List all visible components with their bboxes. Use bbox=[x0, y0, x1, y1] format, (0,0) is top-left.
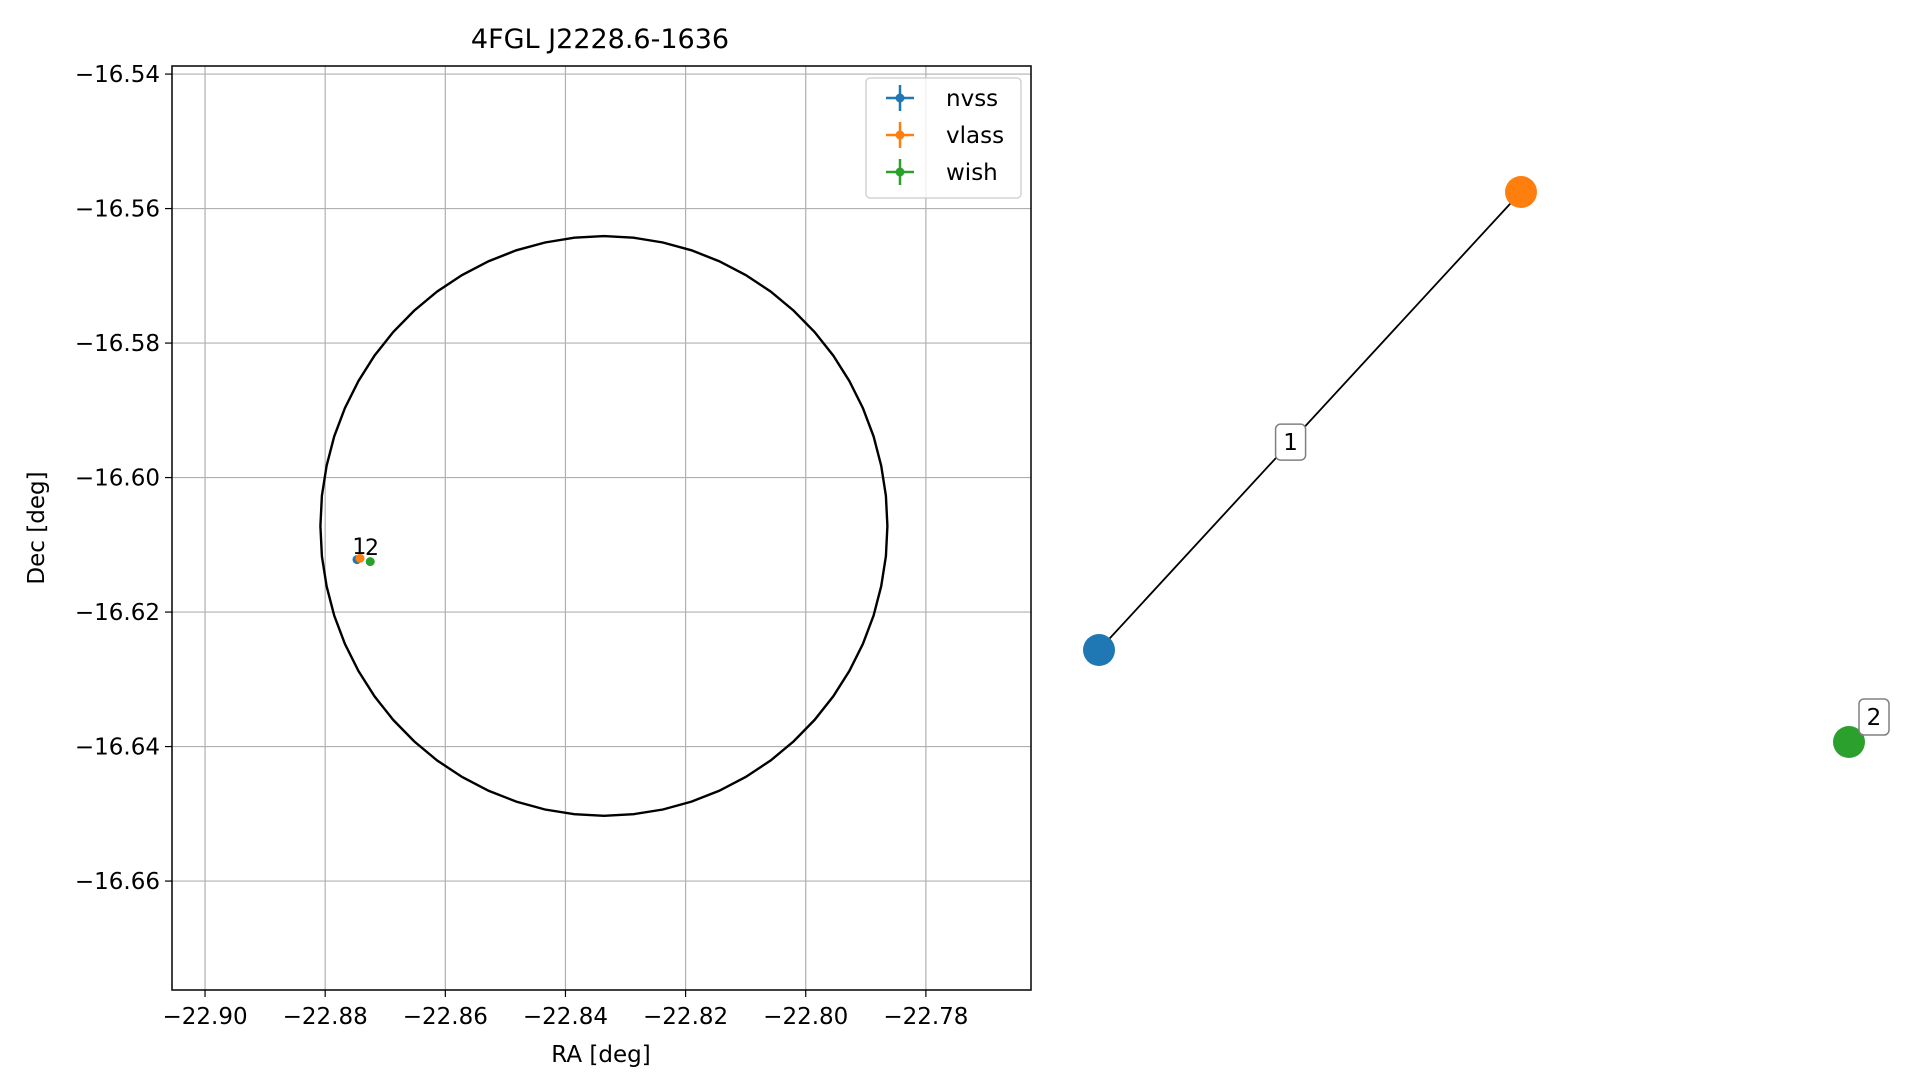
y-tick-label: −16.66 bbox=[75, 869, 160, 895]
y-axis-label: Dec [deg] bbox=[24, 471, 50, 584]
network-nodes bbox=[1083, 176, 1865, 758]
legend-item-nvss: nvss bbox=[886, 85, 998, 112]
y-tick-label: −16.54 bbox=[75, 62, 160, 88]
legend-marker-dot bbox=[895, 130, 905, 140]
x-tick-label: −22.90 bbox=[162, 1004, 247, 1030]
point-annotations: 12 bbox=[352, 535, 379, 561]
x-axis-label: RA [deg] bbox=[551, 1042, 650, 1068]
y-tick-label: −16.64 bbox=[75, 735, 160, 761]
network-edge-nvss-vlass bbox=[1098, 191, 1522, 651]
x-axis-ticks: −22.90 −22.88 −22.86 −22.84 −22.82 −22.80 −22.… bbox=[162, 990, 968, 1030]
x-tick-label: −22.82 bbox=[643, 1004, 728, 1030]
y-tick-label: −16.56 bbox=[75, 197, 160, 223]
network-edges bbox=[1098, 191, 1522, 651]
legend-box bbox=[865, 77, 1022, 199]
legend-marker-dot bbox=[895, 93, 905, 103]
legend-marker-dot bbox=[895, 167, 905, 177]
scatter-panel: 4FGL J2228.6-1636 12 −22.90 −22.88 −22.86−… bbox=[24, 24, 1032, 1068]
data-points bbox=[352, 553, 375, 567]
x-tick-label: −22.78 bbox=[883, 1004, 968, 1030]
point-wish bbox=[365, 557, 375, 567]
point-annotation: 2 bbox=[365, 536, 379, 561]
y-axis-ticks: −16.54 −16.56 −16.58 −16.60 −16.62 −16.64 −16.… bbox=[75, 62, 172, 895]
edge-label-box bbox=[1274, 423, 1307, 461]
legend-label: vlass bbox=[946, 123, 1004, 149]
grid-lines bbox=[172, 66, 1031, 990]
node-label: 2 bbox=[1867, 705, 1882, 731]
localization-ellipse bbox=[319, 234, 889, 818]
x-tick-label: −22.80 bbox=[763, 1004, 848, 1030]
localization-ellipse-path bbox=[319, 234, 889, 818]
x-tick-label: −22.86 bbox=[403, 1004, 488, 1030]
network-node-wish bbox=[1833, 726, 1865, 758]
legend-label: nvss bbox=[946, 86, 998, 112]
y-tick-label: −16.62 bbox=[75, 600, 160, 626]
point-annotation: 1 bbox=[352, 535, 366, 560]
chart-title: 4FGL J2228.6-1636 bbox=[471, 24, 729, 55]
edge-label: 1 bbox=[1283, 430, 1298, 456]
network-labels: 12 bbox=[1274, 423, 1890, 736]
point-vlass bbox=[355, 553, 365, 563]
x-tick-label: −22.88 bbox=[283, 1004, 368, 1030]
x-tick-label: −22.84 bbox=[523, 1004, 608, 1030]
legend-label: wish bbox=[946, 160, 998, 186]
legend: nvss vlass wish bbox=[865, 77, 1022, 199]
legend-item-vlass: vlass bbox=[886, 122, 1004, 149]
axes-frame bbox=[171, 65, 1032, 991]
network-node-nvss bbox=[1083, 634, 1115, 666]
y-tick-label: −16.58 bbox=[75, 331, 160, 357]
network-panel: 12 bbox=[1083, 176, 1890, 758]
network-node-vlass bbox=[1505, 176, 1537, 208]
legend-item-wish: wish bbox=[886, 159, 998, 186]
node-label-box bbox=[1858, 698, 1890, 736]
y-tick-label: −16.60 bbox=[75, 466, 160, 492]
